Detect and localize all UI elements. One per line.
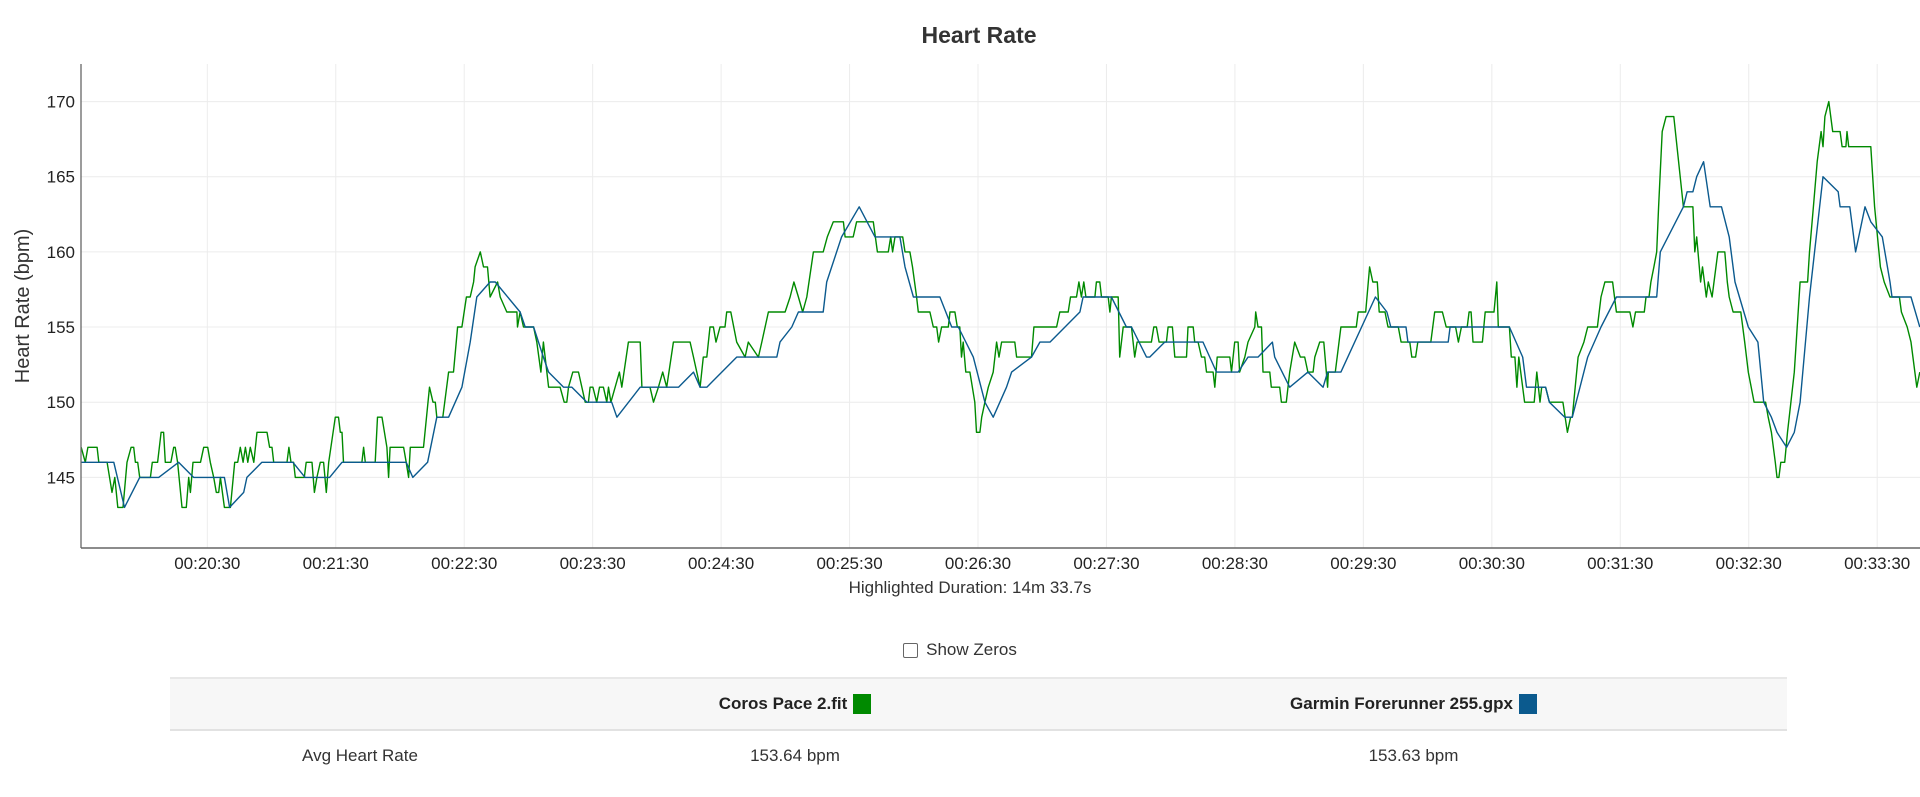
- x-tick-label: 00:20:30: [174, 554, 240, 573]
- x-tick-label: 00:23:30: [560, 554, 626, 573]
- x-tick-label: 00:22:30: [431, 554, 497, 573]
- x-tick-label: 00:31:30: [1587, 554, 1653, 573]
- x-tick-label: 00:24:30: [688, 554, 754, 573]
- header-coros: Coros Pace 2.fit: [550, 679, 1040, 729]
- chart-title: Heart Rate: [921, 22, 1036, 48]
- show-zeros-checkbox[interactable]: [903, 642, 919, 658]
- y-tick-label: 160: [47, 243, 75, 262]
- y-axis-label: Heart Rate (bpm): [12, 229, 34, 384]
- x-tick-label: 00:21:30: [303, 554, 369, 573]
- coros-avg-hr: 153.64 bpm: [750, 746, 840, 765]
- x-tick-labels: 00:20:30 00:21:30 00:22:30 00:23:30 00:24:30…: [174, 554, 1910, 573]
- y-tick-labels: 145 150 155 160 165 170: [47, 93, 75, 488]
- series-line-coros: [80, 100, 1920, 509]
- y-tick-label: 150: [47, 393, 75, 412]
- table-row: Avg Heart Rate 153.64 bpm 153.63 bpm: [170, 731, 1787, 781]
- x-tick-label: 00:32:30: [1716, 554, 1782, 573]
- header-garmin: Garmin Forerunner 255.gpx: [1040, 679, 1787, 729]
- x-tick-label: 00:26:30: [945, 554, 1011, 573]
- series-line-garmin: [81, 161, 1920, 509]
- header-garmin-label: Garmin Forerunner 255.gpx: [1290, 694, 1513, 713]
- stats-table: Coros Pace 2.fit Garmin Forerunner 255.g…: [170, 677, 1787, 781]
- heart-rate-chart: Heart Rate Heart Rate (bpm) 145 150 155 160…: [12, 22, 1920, 573]
- y-tick-label: 165: [47, 168, 75, 187]
- y-tick-label: 155: [47, 318, 75, 337]
- table-header: Coros Pace 2.fit Garmin Forerunner 255.g…: [170, 677, 1787, 731]
- highlighted-duration: Highlighted Duration: 14m 33.7s: [848, 578, 1092, 597]
- x-tick-label: 00:27:30: [1073, 554, 1139, 573]
- x-tick-label: 00:33:30: [1844, 554, 1910, 573]
- garmin-avg-hr: 153.63 bpm: [1368, 746, 1459, 765]
- garmin-color-swatch: [1518, 694, 1537, 714]
- grid-lines: [81, 64, 1920, 548]
- y-tick-label: 145: [47, 468, 75, 487]
- row-label: Avg Heart Rate: [302, 746, 418, 765]
- show-zeros-label: Show Zeros: [926, 640, 1017, 659]
- header-coros-label: Coros Pace 2.fit: [718, 694, 848, 713]
- x-tick-label: 00:30:30: [1459, 554, 1525, 573]
- x-tick-label: 00:25:30: [816, 554, 882, 573]
- x-tick-label: 00:29:30: [1330, 554, 1396, 573]
- x-tick-label: 00:28:30: [1202, 554, 1268, 573]
- show-zeros-toggle[interactable]: Show Zeros: [0, 640, 1920, 660]
- header-blank: [170, 679, 550, 729]
- y-tick-label: 170: [47, 93, 75, 112]
- series-lines: [80, 100, 1920, 509]
- coros-color-swatch: [853, 694, 872, 714]
